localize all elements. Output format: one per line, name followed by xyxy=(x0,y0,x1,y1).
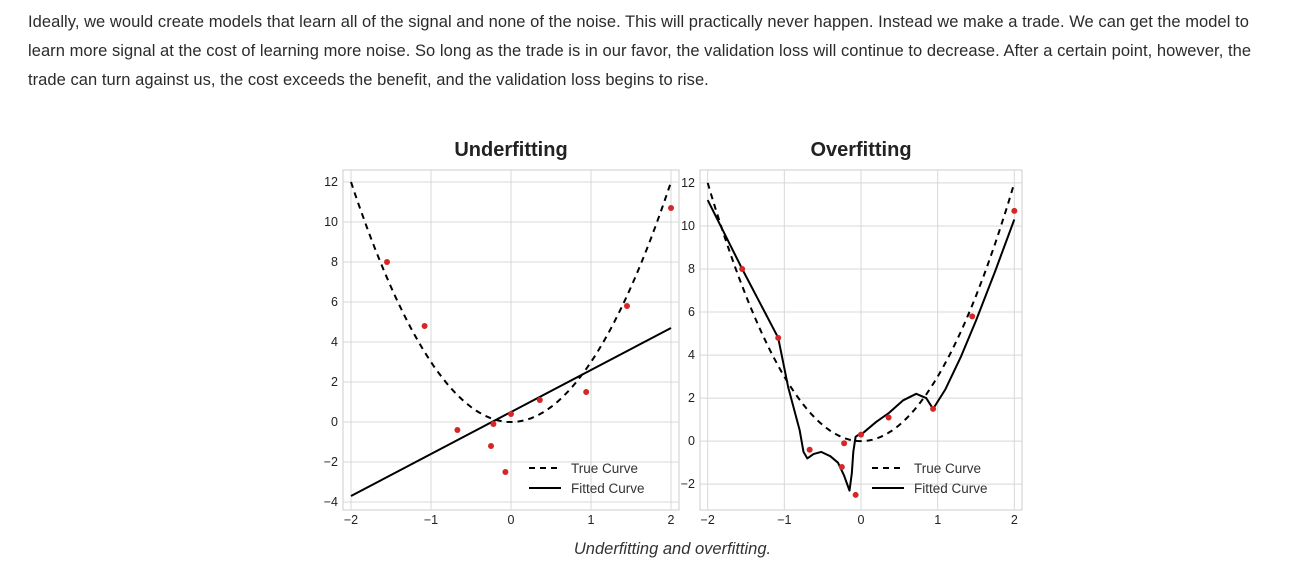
data-point xyxy=(583,389,590,395)
x-tick-label: 2 xyxy=(1011,513,1018,527)
data-point xyxy=(624,303,630,309)
data-point xyxy=(508,411,514,417)
chart-title: Overfitting xyxy=(810,139,911,161)
data-point xyxy=(969,313,976,320)
true-curve-line xyxy=(350,181,672,423)
data-point xyxy=(1011,207,1018,214)
data-point xyxy=(739,265,746,272)
x-tick-label: 0 xyxy=(508,513,515,527)
true-curve-line xyxy=(706,182,1016,443)
y-tick-label: 8 xyxy=(688,262,695,276)
data-point xyxy=(838,463,845,470)
y-tick-label: 12 xyxy=(324,175,338,189)
x-tick-label: −1 xyxy=(424,513,438,527)
y-tick-label: −4 xyxy=(324,495,338,509)
y-tick-label: 6 xyxy=(331,295,338,309)
data-point xyxy=(775,334,782,341)
y-tick-label: 6 xyxy=(688,305,695,319)
y-tick-label: 0 xyxy=(688,434,695,448)
legend-label: Fitted Curve xyxy=(914,481,988,496)
y-tick-label: 4 xyxy=(331,335,338,349)
data-point xyxy=(454,427,461,433)
data-point xyxy=(858,431,864,438)
x-tick-label: 1 xyxy=(934,513,941,527)
legend-label: Fitted Curve xyxy=(571,481,645,496)
data-point xyxy=(536,397,543,403)
x-tick-label: 2 xyxy=(668,513,675,527)
x-tick-label: 1 xyxy=(588,513,595,527)
y-tick-label: 10 xyxy=(681,219,695,233)
legend-label: True Curve xyxy=(914,461,981,476)
figure-caption: Underfitting and overfitting. xyxy=(573,540,772,558)
data-point xyxy=(806,446,813,453)
body-paragraph: Ideally, we would create models that lea… xyxy=(28,13,1252,89)
data-point xyxy=(502,469,509,475)
x-tick-label: 0 xyxy=(858,513,865,527)
y-tick-label: 0 xyxy=(331,415,338,429)
data-point xyxy=(841,440,848,447)
chart-title: Underfitting xyxy=(454,139,567,161)
y-tick-label: −2 xyxy=(324,455,338,469)
x-tick-label: −2 xyxy=(344,513,358,527)
data-point xyxy=(852,491,859,498)
legend-label: True Curve xyxy=(571,461,638,476)
data-point xyxy=(885,414,892,421)
y-tick-label: −2 xyxy=(681,477,695,491)
data-point xyxy=(421,323,428,329)
data-point xyxy=(668,205,674,211)
y-tick-label: 2 xyxy=(688,391,695,405)
data-point xyxy=(488,443,494,449)
x-tick-label: −2 xyxy=(701,513,715,527)
y-tick-label: 10 xyxy=(324,215,338,229)
fitted-curve-line xyxy=(706,199,1016,492)
data-point xyxy=(930,405,937,412)
x-tick-label: −1 xyxy=(777,513,791,527)
y-tick-label: 2 xyxy=(331,375,338,389)
y-tick-label: 4 xyxy=(688,348,695,362)
y-tick-label: 12 xyxy=(681,176,695,190)
y-tick-label: 8 xyxy=(331,255,338,269)
data-point xyxy=(490,421,497,427)
data-point xyxy=(384,259,390,265)
